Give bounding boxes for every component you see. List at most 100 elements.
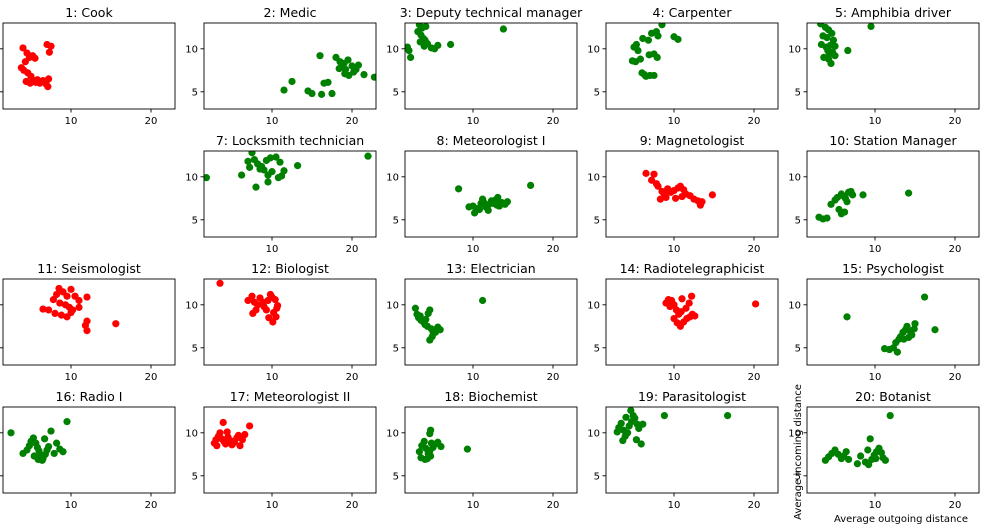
data-point: [248, 151, 256, 157]
axes-frame: [203, 278, 377, 366]
y-tick-label: 5: [192, 215, 198, 226]
x-tick-label: 10: [266, 372, 279, 383]
y-tick-label: 5: [192, 471, 198, 482]
data-point: [827, 59, 835, 68]
x-tick-label: 20: [145, 116, 158, 127]
data-point: [931, 326, 939, 334]
data-point: [691, 312, 699, 320]
data-point: [844, 46, 852, 55]
x-tick-label: 10: [467, 244, 480, 255]
data-point: [370, 73, 376, 81]
data-point: [491, 196, 499, 204]
x-tick-label: 10: [467, 372, 480, 383]
y-tick-label: 5: [192, 343, 198, 354]
x-tick-label: 10: [467, 116, 480, 127]
data-point: [843, 313, 851, 321]
data-point: [678, 295, 686, 303]
data-point: [414, 28, 422, 36]
data-point: [341, 70, 349, 78]
data-point: [640, 71, 649, 79]
x-tick-label: 10: [869, 116, 882, 127]
panel-title: 3: Deputy technical manager: [400, 5, 583, 20]
data-point: [63, 292, 71, 300]
point-group: [216, 279, 282, 326]
x-tick-label: 20: [346, 244, 359, 255]
axes-frame: [806, 22, 980, 110]
point-group: [204, 151, 372, 191]
data-point: [823, 34, 831, 42]
data-point: [360, 71, 368, 79]
data-point: [484, 206, 492, 214]
panel-title: 20: Botanist: [855, 389, 931, 404]
y-tick-label: 10: [788, 172, 801, 183]
y-tick-label: 10: [587, 300, 600, 311]
x-tick-label: 20: [748, 372, 761, 383]
panel-10: 10: Station Manager 10 20 5 10: [788, 133, 980, 255]
y-tick-label: 5: [393, 471, 399, 482]
axes-frame: [404, 278, 578, 366]
data-point: [39, 305, 47, 313]
data-point: [259, 298, 267, 306]
y-tick-label: 5: [795, 343, 801, 354]
data-point: [527, 181, 535, 189]
point-group: [613, 407, 732, 448]
y-tick-label: 5: [795, 215, 801, 226]
data-point: [921, 293, 929, 301]
panel-15: 15: Psychologist 10 20 5 10: [788, 261, 980, 383]
data-point: [696, 201, 705, 209]
y-tick-label: 10: [788, 44, 801, 55]
panel-title: 12: Biologist: [251, 261, 329, 276]
x-tick-label: 20: [346, 116, 359, 127]
data-point: [41, 435, 49, 443]
data-point: [288, 77, 296, 86]
data-point: [677, 308, 685, 316]
x-tick-label: 10: [668, 116, 681, 127]
data-point: [475, 205, 483, 214]
data-point: [644, 36, 653, 44]
data-point: [619, 436, 627, 445]
data-point: [864, 446, 872, 454]
data-point: [420, 437, 428, 445]
point-group: [210, 418, 254, 450]
panel-title: 11: Seismologist: [37, 261, 141, 276]
axes-frame: [203, 406, 377, 494]
data-point: [53, 290, 61, 299]
x-tick-label: 20: [949, 244, 962, 255]
y-tick-label: 10: [185, 172, 198, 183]
x-tick-label: 20: [547, 500, 560, 511]
data-point: [752, 300, 760, 308]
data-point: [437, 442, 445, 451]
data-point: [843, 198, 851, 206]
data-point: [236, 442, 244, 450]
y-tick-label: 10: [386, 172, 399, 183]
x-tick-label: 10: [266, 116, 279, 127]
point-group: [17, 40, 55, 91]
data-point: [276, 158, 284, 166]
data-point: [266, 154, 274, 162]
data-point: [75, 303, 83, 311]
axes-frame: [806, 278, 980, 366]
data-point: [654, 182, 662, 190]
y-tick-label: 10: [185, 44, 198, 55]
data-point: [19, 44, 27, 52]
panel-title: 14: Radiotelegraphicist: [620, 261, 765, 276]
data-point: [344, 56, 352, 64]
data-point: [411, 304, 419, 312]
data-point: [503, 198, 511, 206]
data-point: [842, 448, 850, 456]
y-tick-label: 5: [393, 343, 399, 354]
data-point: [628, 57, 637, 65]
data-point: [479, 195, 487, 203]
panel-20: 20: Botanist 10 20 5 10: [788, 389, 980, 511]
point-group: [411, 296, 487, 344]
data-point: [658, 23, 666, 29]
panel-12: 12: Biologist 10 20 5 10: [185, 261, 377, 383]
data-point: [893, 348, 902, 356]
data-point: [499, 25, 507, 33]
data-point: [632, 40, 641, 49]
panel-3: 3: Deputy technical manager 10 20 5 10: [386, 5, 583, 127]
data-point: [463, 445, 471, 453]
data-point: [272, 153, 280, 161]
data-point: [416, 312, 424, 320]
